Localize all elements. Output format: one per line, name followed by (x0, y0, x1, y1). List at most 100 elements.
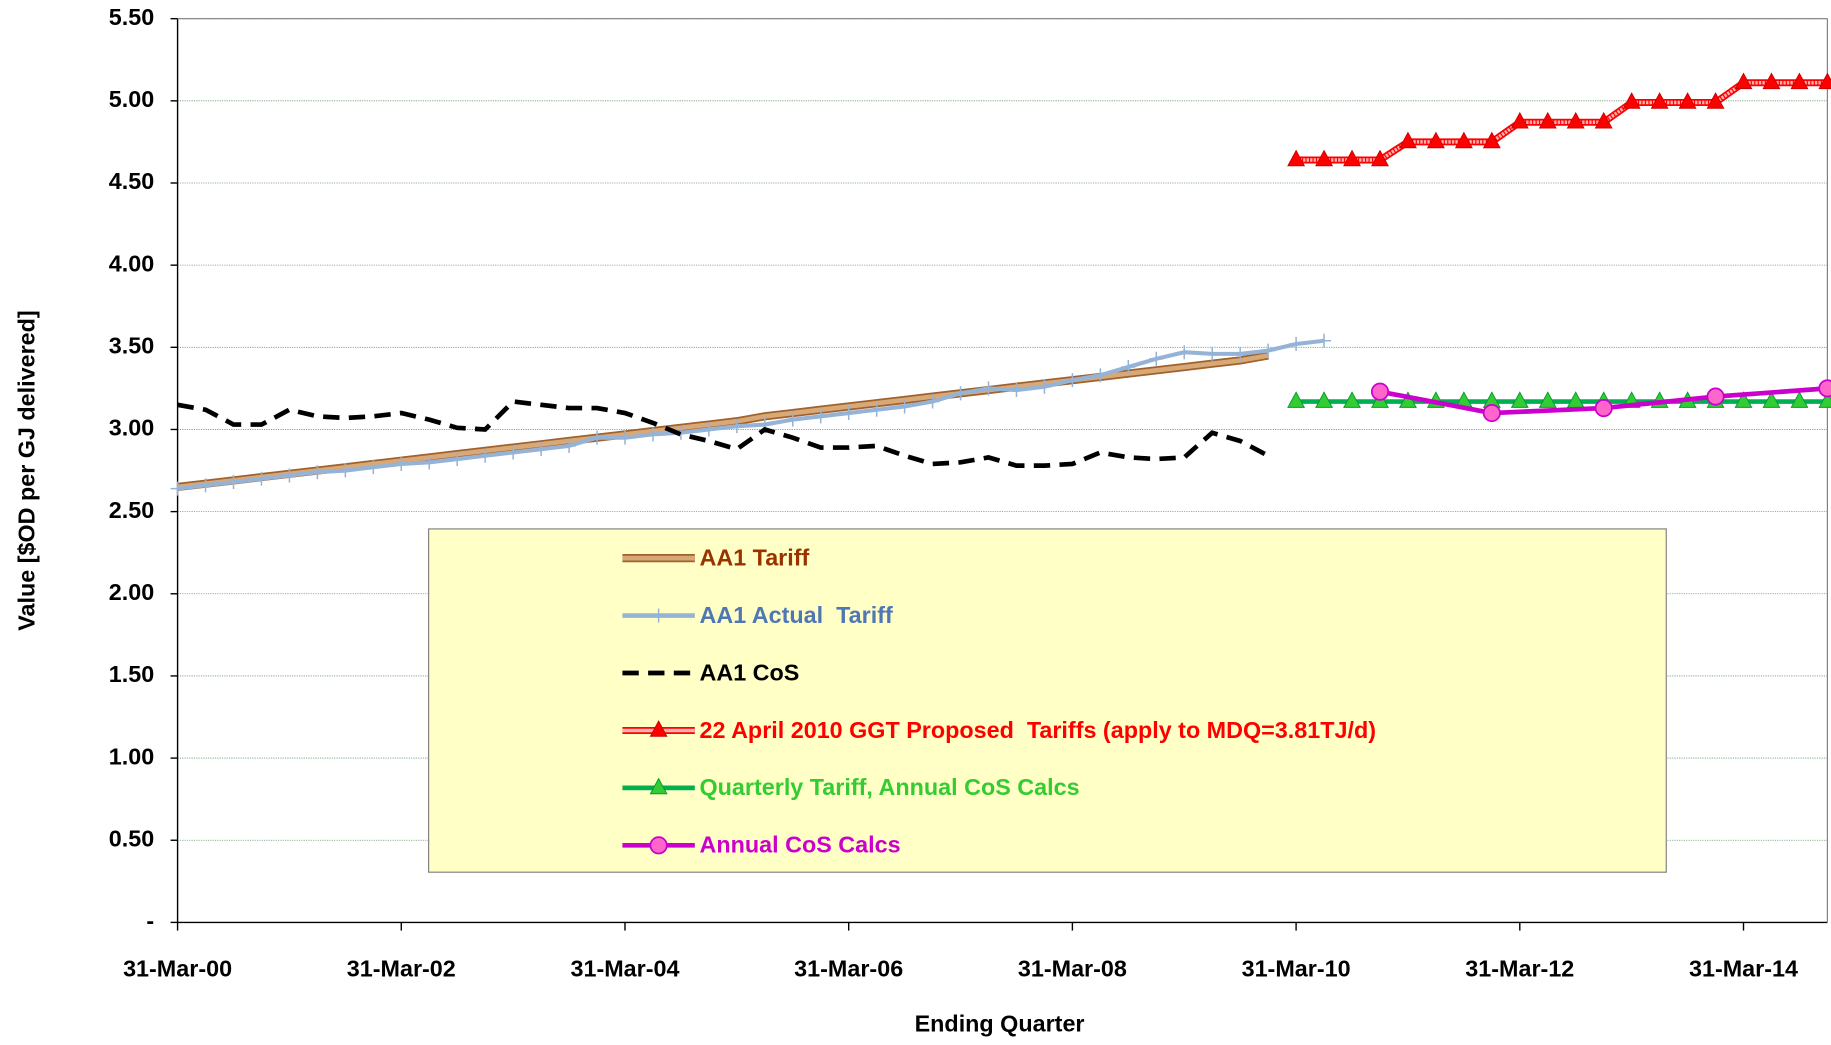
marker (1315, 391, 1334, 408)
marker (1371, 149, 1389, 167)
y-tick-label: 4.50 (109, 168, 154, 194)
legend-marker (649, 720, 668, 737)
marker (1287, 149, 1306, 167)
x-tick-label: 31-Mar-10 (1242, 955, 1351, 981)
legend-label: AA1 CoS (699, 659, 799, 685)
y-tick-label: 4.00 (109, 250, 154, 276)
marker (897, 399, 912, 414)
marker (785, 412, 800, 427)
legend-marker (649, 777, 668, 795)
marker (1343, 149, 1361, 167)
marker (1790, 72, 1809, 90)
y-tick-label: 2.00 (109, 579, 154, 605)
y-axis-title: Value [$OD per GJ delivered] (13, 310, 39, 630)
y-tick-label: 1.00 (109, 743, 154, 769)
y-tick-label: - (146, 908, 154, 934)
marker (1177, 345, 1192, 360)
marker (1706, 387, 1725, 406)
legend-marker (651, 608, 666, 623)
marker (1538, 111, 1557, 129)
marker (1233, 346, 1248, 361)
marker (869, 402, 884, 417)
marker (1065, 373, 1080, 388)
x-tick-label: 31-Mar-08 (1018, 955, 1127, 981)
marker (1343, 391, 1361, 408)
marker (1650, 92, 1669, 109)
marker (1706, 92, 1725, 109)
y-tick-label: 1.50 (109, 661, 154, 687)
marker (282, 468, 297, 483)
y-tick-label: 5.50 (109, 4, 154, 30)
marker (981, 381, 996, 396)
marker (1734, 391, 1753, 408)
marker (1454, 131, 1473, 149)
marker (450, 452, 465, 467)
marker (953, 386, 968, 401)
marker (1594, 111, 1613, 129)
marker (617, 430, 632, 445)
legend-label: Annual CoS Calcs (699, 832, 900, 858)
marker (1482, 403, 1501, 423)
legend-box (428, 528, 1667, 873)
marker (1398, 131, 1417, 149)
marker (1037, 379, 1052, 394)
marker (1790, 391, 1809, 408)
marker (1370, 382, 1390, 401)
marker (1538, 391, 1557, 408)
marker (422, 455, 437, 470)
marker (1762, 72, 1781, 90)
marker (1762, 391, 1781, 408)
line-segment (1715, 386, 1828, 399)
marker (1205, 346, 1220, 361)
marker (590, 430, 605, 445)
marker (1121, 360, 1136, 375)
series (1370, 379, 1831, 423)
marker (729, 419, 744, 434)
marker (813, 409, 828, 424)
marker (1678, 92, 1697, 109)
x-tick-label: 31-Mar-00 (123, 955, 232, 981)
marker (1426, 131, 1445, 149)
x-axis-title: Ending Quarter (915, 1010, 1085, 1036)
marker (1149, 351, 1164, 366)
x-tick-label: 31-Mar-04 (570, 955, 679, 981)
y-tick-label: 3.00 (109, 415, 154, 441)
marker (1510, 111, 1529, 129)
marker (1622, 92, 1641, 109)
marker (170, 481, 185, 496)
y-tick-label: 3.50 (109, 332, 154, 358)
marker (198, 478, 213, 493)
x-tick-label: 31-Mar-14 (1689, 955, 1798, 981)
series (177, 399, 1270, 468)
marker (645, 427, 660, 442)
marker (478, 448, 493, 463)
marker (1734, 72, 1753, 90)
marker (534, 442, 549, 457)
marker (1594, 399, 1613, 418)
marker (1287, 391, 1306, 408)
legend-label: 22 April 2010 GGT Proposed Tariffs (appl… (699, 717, 1375, 743)
line-segment (1603, 394, 1716, 411)
marker (1093, 368, 1108, 383)
marker (1482, 131, 1501, 149)
marker (562, 438, 577, 453)
line (1296, 81, 1828, 162)
marker (841, 406, 856, 421)
x-tick-label: 31-Mar-06 (794, 955, 903, 981)
legend-marker (649, 836, 668, 855)
y-tick-label: 0.50 (109, 825, 154, 851)
marker (254, 471, 269, 486)
line (177, 399, 1270, 468)
marker (1818, 72, 1831, 90)
marker (925, 394, 940, 409)
marker (1009, 383, 1024, 398)
marker (1818, 379, 1831, 398)
legend-label: AA1 Actual Tariff (699, 602, 892, 628)
marker (226, 475, 241, 490)
marker (701, 422, 716, 437)
y-tick-label: 5.00 (109, 86, 154, 112)
x-tick-label: 31-Mar-12 (1465, 955, 1574, 981)
legend-label: AA1 Tariff (699, 544, 809, 570)
